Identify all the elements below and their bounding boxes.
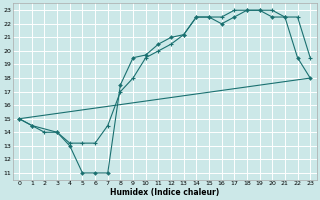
X-axis label: Humidex (Indice chaleur): Humidex (Indice chaleur): [110, 188, 219, 197]
